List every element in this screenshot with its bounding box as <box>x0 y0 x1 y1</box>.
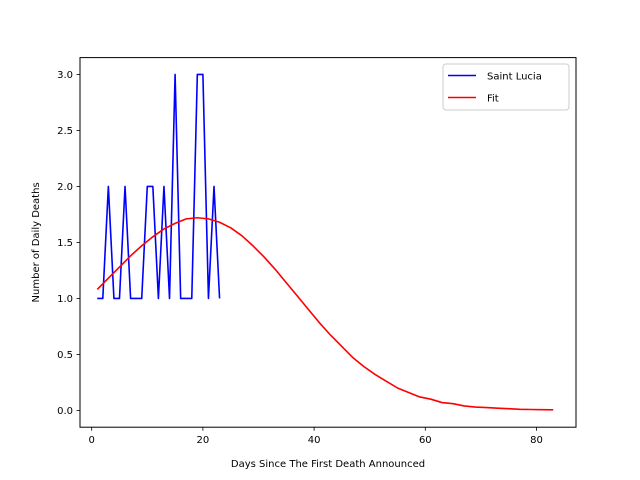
y-tick-label: 1.0 <box>57 294 73 305</box>
series-line-fit <box>96 216 554 411</box>
x-tick-label: 60 <box>419 435 432 446</box>
y-axis-label: Number of Daily Deaths <box>31 182 42 302</box>
x-tick-label: 40 <box>308 435 321 446</box>
y-tick-label: 3.0 <box>57 70 73 81</box>
x-axis: 0 20 40 60 80 <box>88 427 543 446</box>
y-tick-label: 0.0 <box>57 406 73 417</box>
x-axis-label: Days Since The First Death Announced <box>231 459 425 470</box>
plot-lines <box>96 73 554 411</box>
x-tick-label: 0 <box>88 435 94 446</box>
y-tick-label: 0.5 <box>57 350 73 361</box>
series-line-saint-lucia <box>97 73 221 300</box>
legend-label-saint-lucia: Saint Lucia <box>487 72 542 83</box>
x-tick-label: 20 <box>197 435 210 446</box>
y-tick-label: 2.5 <box>57 126 73 137</box>
y-axis: 0.0 0.5 1.0 1.5 2.0 2.5 3.0 <box>57 70 80 417</box>
legend: Saint Lucia Fit <box>442 63 570 111</box>
x-tick-label: 80 <box>530 435 543 446</box>
y-tick-label: 2.0 <box>57 182 73 193</box>
legend-label-fit: Fit <box>487 94 499 105</box>
y-tick-label: 1.5 <box>57 238 73 249</box>
